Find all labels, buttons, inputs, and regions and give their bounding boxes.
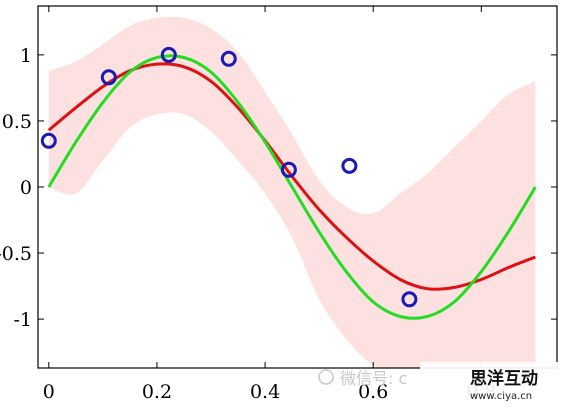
plot-area [40,16,537,368]
confidence-band [48,16,536,368]
data-point [220,50,237,67]
data-point [160,46,177,63]
watermark-source: 微信号: c [340,369,407,388]
watermark-brand: 思洋互动 [470,368,538,389]
data-point [341,157,358,174]
y-tick-label: 0.5 [2,111,32,133]
watermark-badge [420,362,572,404]
x-tick-label: 0.6 [358,381,388,403]
true-function-line [47,54,537,320]
x-tick-label: 0 [43,381,55,403]
x-tick-label: 0.4 [250,381,280,403]
y-tick-label: -1 [13,309,32,331]
watermark-url: www.ciya.cn [470,391,532,402]
data-point [100,69,117,86]
data-point [401,291,418,308]
x-tick-label: 0.2 [142,381,172,403]
data-point [40,132,57,149]
data-point [280,161,297,178]
y-tick-label: 1 [20,45,32,67]
y-tick-label: -0.5 [0,243,32,265]
wechat-icon [318,369,334,385]
y-tick-label: 0 [20,177,32,199]
watermark: 微信号: c 思洋互动 www.ciya.cn [318,362,572,404]
